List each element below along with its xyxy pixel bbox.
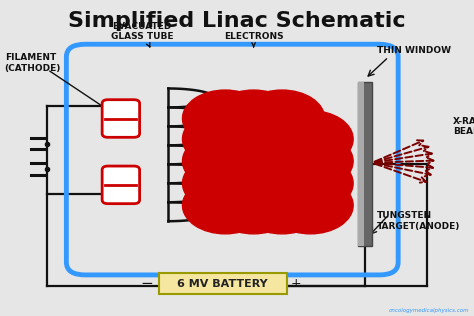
Circle shape <box>268 155 353 212</box>
Circle shape <box>182 133 268 190</box>
Text: FILAMENT
(CATHODE): FILAMENT (CATHODE) <box>5 53 61 73</box>
Text: −: − <box>141 276 153 291</box>
Text: oncologymedicalphysics.com: oncologymedicalphysics.com <box>389 308 469 313</box>
Circle shape <box>182 155 268 212</box>
Text: 6 MV BATTERY: 6 MV BATTERY <box>177 279 268 289</box>
Circle shape <box>268 133 353 190</box>
Circle shape <box>239 90 325 147</box>
FancyBboxPatch shape <box>159 273 287 294</box>
Text: THIN WINDOW: THIN WINDOW <box>377 46 451 55</box>
Text: ELECTRONS: ELECTRONS <box>224 32 283 47</box>
Text: X-RAY
BEAM: X-RAY BEAM <box>453 117 474 136</box>
Circle shape <box>211 177 296 234</box>
Text: +: + <box>291 277 301 290</box>
Circle shape <box>268 177 353 234</box>
Circle shape <box>239 111 325 167</box>
Circle shape <box>239 177 325 234</box>
Circle shape <box>211 90 296 147</box>
Circle shape <box>211 111 296 167</box>
Text: TUNGSTEN
TARGET(ANODE): TUNGSTEN TARGET(ANODE) <box>377 211 460 231</box>
Circle shape <box>182 111 268 167</box>
FancyBboxPatch shape <box>102 166 139 204</box>
Circle shape <box>239 133 325 190</box>
Bar <box>358 82 372 246</box>
Circle shape <box>182 177 268 234</box>
Text: Simplified Linac Schematic: Simplified Linac Schematic <box>68 10 406 31</box>
Circle shape <box>239 155 325 212</box>
Circle shape <box>211 133 296 190</box>
Circle shape <box>211 155 296 212</box>
Bar <box>358 82 364 246</box>
Text: EVACUATED
GLASS TUBE: EVACUATED GLASS TUBE <box>111 22 173 47</box>
Circle shape <box>182 90 268 147</box>
FancyBboxPatch shape <box>102 100 139 137</box>
Circle shape <box>268 111 353 167</box>
